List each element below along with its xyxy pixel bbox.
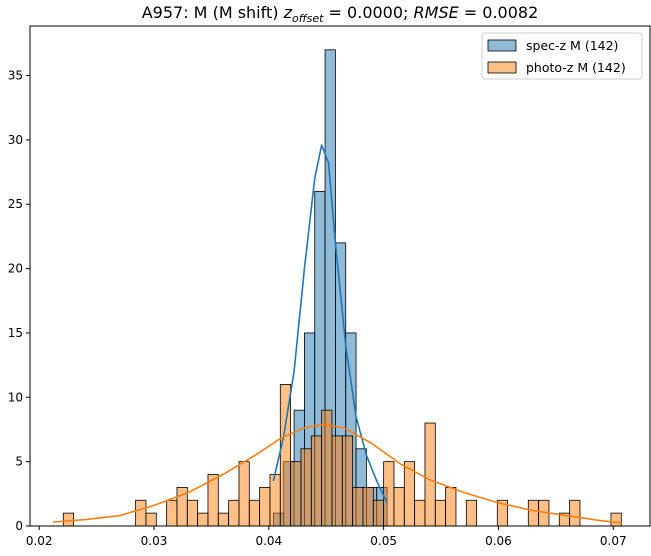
histogram-bar xyxy=(217,512,230,527)
histogram-bar xyxy=(465,499,478,527)
y-tick-label: 0 xyxy=(15,519,23,533)
chart-title-rmse: RMSE xyxy=(414,3,460,22)
histogram-bar xyxy=(259,486,271,527)
histogram-bar xyxy=(321,409,333,527)
histogram-bar xyxy=(300,448,312,527)
y-tick-label: 5 xyxy=(15,455,23,469)
legend: spec-z M (142) photo-z M (142) xyxy=(481,32,643,80)
histogram-bar xyxy=(310,435,323,527)
histogram-bar xyxy=(352,486,364,527)
y-tick-label: 25 xyxy=(8,197,23,211)
histogram-bar xyxy=(228,499,240,527)
histogram-bar xyxy=(166,499,178,527)
histogram-bar xyxy=(424,422,436,527)
legend-label: photo-z M (142) xyxy=(526,60,626,75)
x-tick-label: 0.06 xyxy=(485,534,512,548)
histogram-bar xyxy=(238,461,250,527)
kde-curve-series-0 xyxy=(272,144,388,504)
chart-title: A957: M (M shift) zoffset = 0.0000; RMSE… xyxy=(142,3,539,25)
x-tick-label: 0.05 xyxy=(370,534,397,548)
kde-curve-series-1 xyxy=(52,423,622,524)
plot-area: 0.02 0.03 0.04 0.05 0.06 0.07 0 5 10 15 20 25 30 35 sp… xyxy=(8,25,651,548)
chart-title-z-sub: offset xyxy=(292,12,324,25)
histogram-bar xyxy=(341,435,354,527)
histogram-bar xyxy=(414,499,426,527)
histogram-bar xyxy=(527,499,540,527)
x-tick-label: 0.07 xyxy=(600,534,627,548)
legend-swatch xyxy=(487,39,517,52)
histogram-bar xyxy=(62,512,75,527)
y-tick-label: 35 xyxy=(8,69,23,83)
chart-title-rmse-eq: = 0.0082 xyxy=(459,3,539,22)
histogram-bar xyxy=(145,512,157,527)
histogram-bar xyxy=(186,499,199,527)
axes-frame xyxy=(29,25,651,527)
histogram-bar xyxy=(248,499,261,527)
x-tick-label: 0.03 xyxy=(141,534,168,548)
chart-title-prefix: A957: M (M shift) xyxy=(142,3,284,22)
legend-box xyxy=(481,32,643,80)
chart-title-z-eq: = 0.0000; xyxy=(323,3,413,22)
histogram-bar xyxy=(269,474,281,527)
y-tick-label: 15 xyxy=(8,326,23,340)
x-tick-label: 0.02 xyxy=(26,534,53,548)
histogram-bar xyxy=(445,486,457,527)
histogram-bar xyxy=(290,461,302,527)
legend-label: spec-z M (142) xyxy=(526,38,618,53)
histogram-bar xyxy=(135,499,147,527)
legend-swatch xyxy=(487,61,517,74)
y-tick-label: 30 xyxy=(8,133,23,147)
histogram-bar xyxy=(362,486,374,527)
series-1-bars xyxy=(62,384,622,527)
histogram-bar xyxy=(393,486,405,527)
histogram-bar xyxy=(383,461,395,527)
histogram-bar xyxy=(331,435,343,527)
y-tick-label: 10 xyxy=(8,390,23,404)
histogram-bar xyxy=(569,499,581,527)
histogram-bar xyxy=(197,512,209,527)
y-tick-label: 20 xyxy=(8,262,23,276)
histogram-bar xyxy=(434,499,447,527)
x-tick-label: 0.04 xyxy=(255,534,282,548)
chart-title-z: z xyxy=(283,3,293,22)
histogram-bar xyxy=(372,499,385,527)
histogram-bar xyxy=(610,512,622,527)
